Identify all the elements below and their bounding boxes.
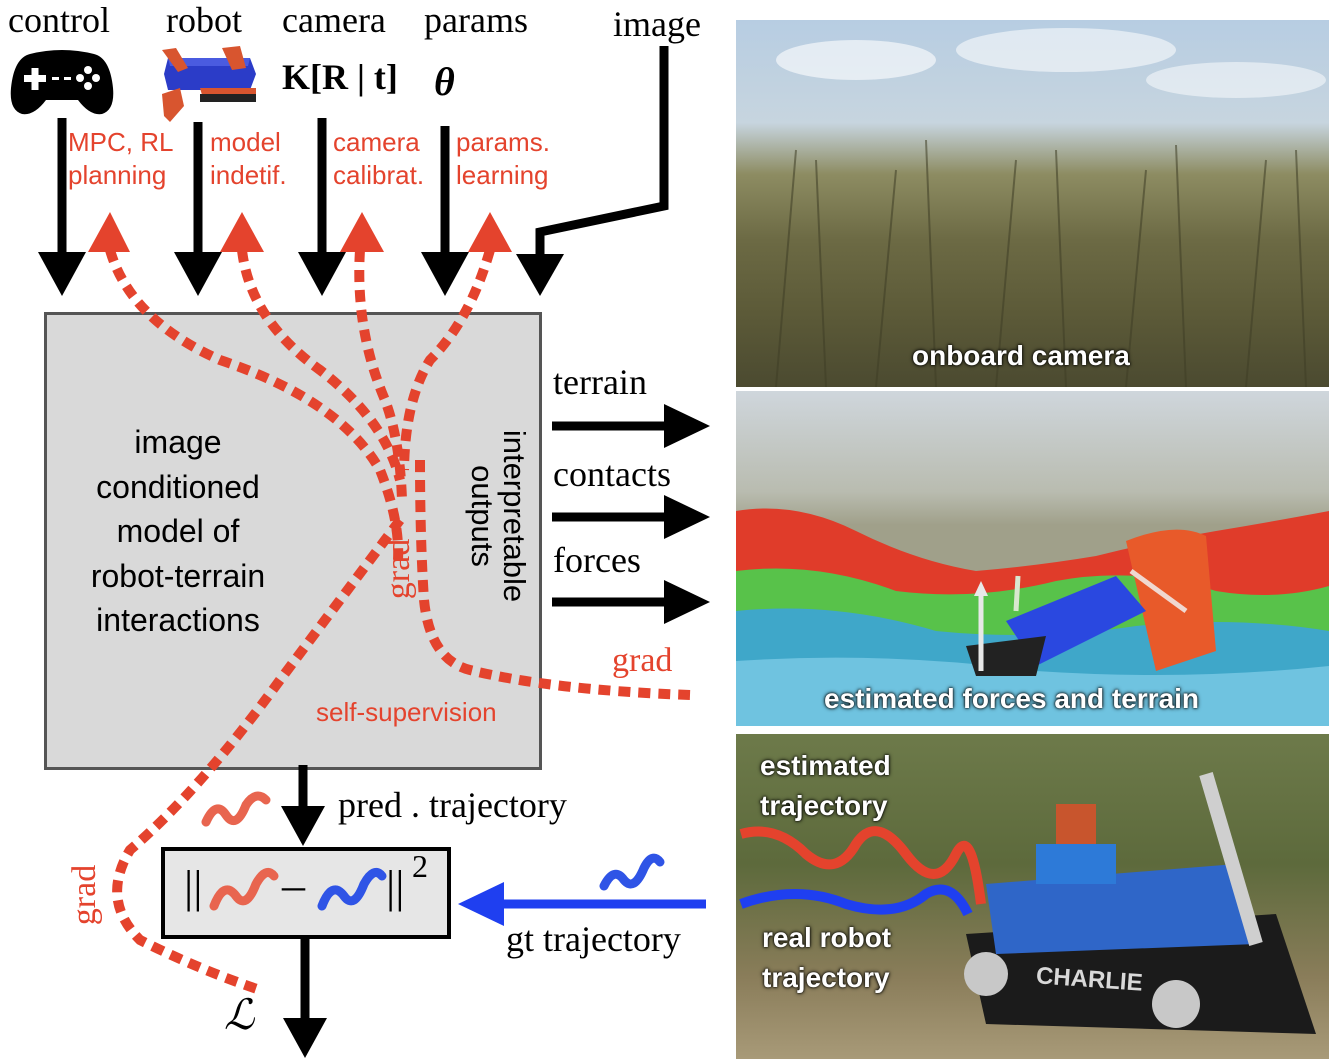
onboard-camera-photo: onboard camera [736,20,1329,387]
task-params-line2: learning [456,160,549,190]
loss-exponent: 2 [412,848,428,884]
gradient-paths [105,248,691,995]
arrowhead-image [516,254,564,296]
loss-symbol: ℒ [224,993,255,1039]
loss-norm-left: || [184,861,203,912]
camera-matrix-symbol: K[R | t] [282,57,398,97]
grad-path-model [237,249,405,482]
task-calib-line2: calibrat. [333,160,425,190]
arrowhead-terrain [664,404,710,448]
input-label-params: params [424,0,528,40]
loss-minus: – [282,859,305,910]
arrowhead-robot [174,252,222,296]
grass-texture [775,28,1326,387]
input-arrows [38,46,669,296]
grad-label-inner: grad [380,538,417,600]
forces-terrain-photo: estimated forces and terrain [736,391,1329,726]
arrowhead-params [421,252,469,296]
self-supervision-label: self-supervision [316,697,497,727]
arrowhead-forces [664,580,710,624]
task-calib-line1: camera [333,127,420,157]
model-box [44,312,542,770]
grad-path-left [112,516,404,995]
loss-box [161,847,451,939]
grad-path-calib [354,249,407,501]
forces-terrain-caption: estimated forces and terrain [824,683,1200,714]
output-label-terrain: terrain [553,362,647,402]
estimated-trajectory-caption: estimated trajectory [760,746,891,826]
model-box-line4: robot-terrain [90,557,266,594]
input-label-image: image [613,4,701,44]
output-label-contacts: contacts [553,454,671,494]
task-mpc-line2: planning [68,160,167,190]
onboard-camera-caption: onboard camera [912,340,1130,371]
grad-path-params [399,248,495,471]
arrowhead-pred-trajectory [281,806,325,846]
loss-gt-squiggle-icon [317,867,387,911]
model-box-line3: model of [116,513,240,549]
gt-trajectory-label: gt trajectory [506,919,681,959]
grad-path-right [415,459,691,700]
arrow-image-in [535,46,669,258]
pred-trajectory-squiggle-icon [201,791,271,827]
task-model-line1: model [210,127,281,157]
task-mpc-line1: MPC, RL [68,127,174,157]
task-model-line2: indetif. [210,160,287,190]
output-label-forces: forces [553,540,641,580]
robot-scene [739,772,1316,1034]
input-label-control: control [8,0,110,40]
arrowhead-gt-trajectory [458,882,504,926]
grad-label-left: grad [66,864,103,926]
real-trajectory-caption: real robot trajectory [762,918,891,998]
input-label-camera: camera [282,0,386,40]
arrowhead-contacts [664,495,710,539]
robot-icon [162,46,256,122]
arrowhead-control [38,252,86,296]
pred-trajectory-label: pred . trajectory [338,785,567,825]
task-params-line1: params. [456,127,550,157]
real-trajectory-line1: real robot [762,922,892,953]
input-label-robot: robot [166,0,242,40]
gt-trajectory-squiggle-icon [599,853,665,891]
model-box-line5: interactions [96,602,260,638]
model-box-line2: conditioned [96,468,260,505]
grad-arrowhead-calib [340,212,384,252]
arrowhead-camera [298,252,346,296]
grad-arrowhead-model [220,212,264,252]
real-trajectory-line2: trajectory [762,962,890,993]
grad-arrowhead-params [468,212,512,252]
output-arrows [552,404,710,624]
loss-pred-squiggle-icon [209,867,279,911]
robot-trajectory-photo: estimated trajectory real robot trajecto… [736,734,1329,1059]
grad-label-right: grad [612,642,673,679]
model-box-line1: image [134,424,222,460]
gamepad-icon [10,50,114,115]
grad-path-mpc [105,248,404,561]
terrain-heatmap [736,508,1329,726]
arrowhead-loss-out [283,1018,327,1058]
grad-arrowhead-mpc [88,212,130,252]
model-box-title: image conditioned model of robot-terrain… [60,420,296,643]
estimated-trajectory-line2: trajectory [760,790,888,821]
params-theta-symbol: θ [434,59,455,104]
loss-norm-right: || [386,861,405,912]
estimated-trajectory-line1: estimated [760,750,891,781]
